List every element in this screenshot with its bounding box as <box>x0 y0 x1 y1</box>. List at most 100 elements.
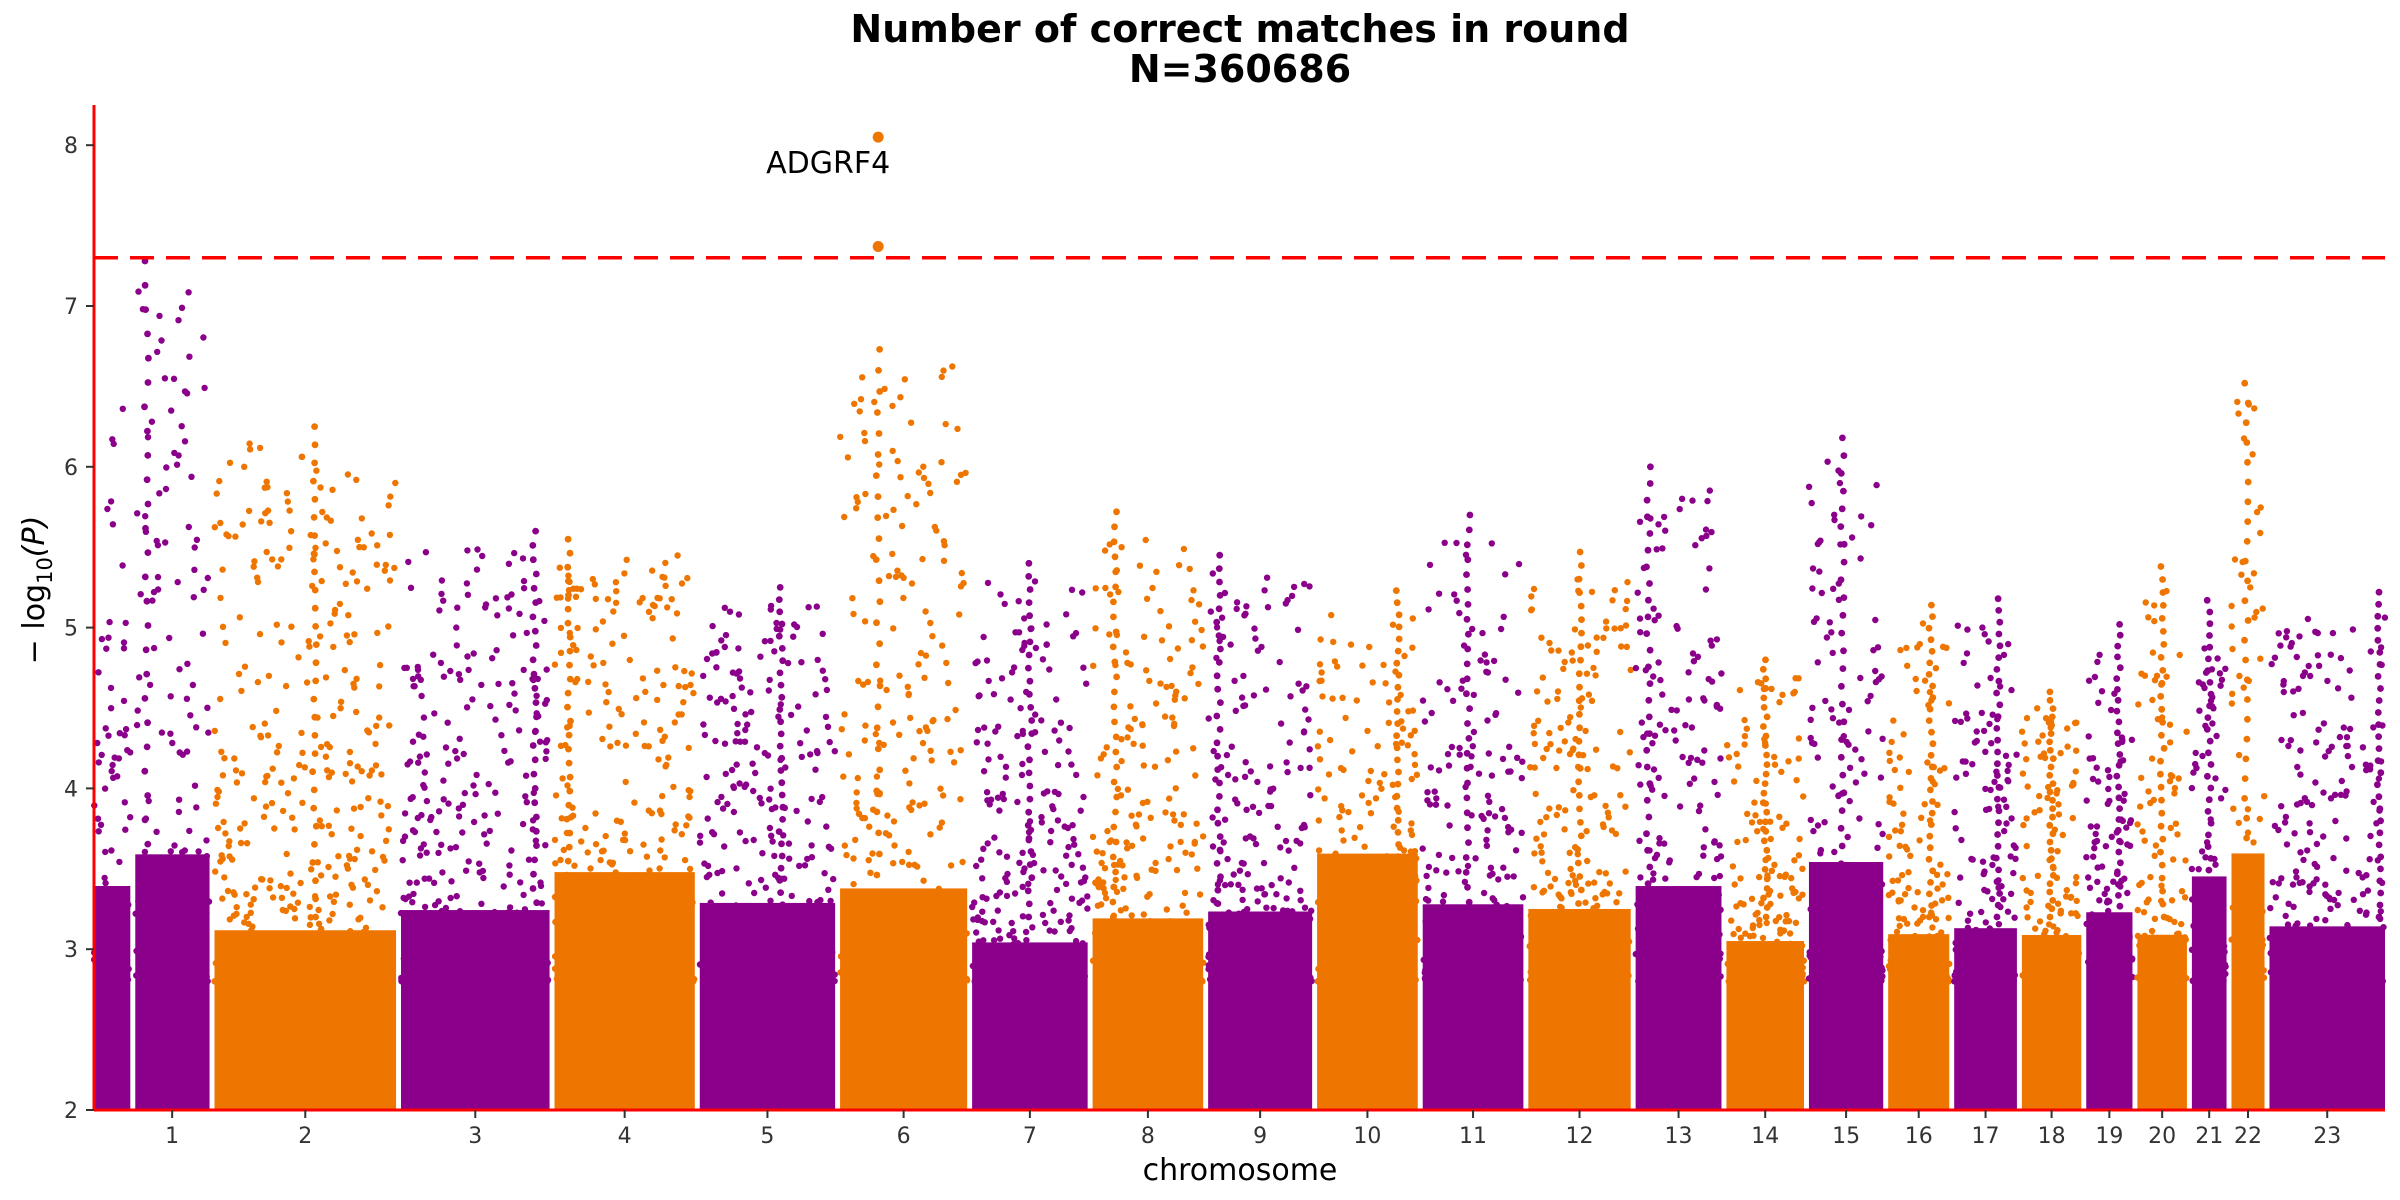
snp-point <box>994 794 1002 801</box>
snp-point <box>1374 743 1381 750</box>
snp-point <box>215 788 222 795</box>
snp-point <box>1124 845 1131 852</box>
snp-point <box>478 900 485 907</box>
snp-point <box>376 683 383 690</box>
snp-point <box>680 699 687 706</box>
snp-point <box>775 828 783 835</box>
snp-point <box>1808 739 1816 746</box>
snp-point <box>1582 929 1589 936</box>
snp-point <box>890 625 897 632</box>
snp-point <box>947 862 955 869</box>
snp-point <box>273 749 281 756</box>
snp-point <box>747 939 754 947</box>
snp-point <box>299 749 306 756</box>
snp-point <box>1463 615 1471 623</box>
snp-point <box>434 962 441 969</box>
snp-point <box>996 849 1003 856</box>
snp-point <box>997 591 1004 598</box>
snp-point <box>994 977 1001 984</box>
snp-point <box>1577 656 1584 664</box>
snp-point <box>1464 586 1471 593</box>
snp-point <box>1327 907 1335 914</box>
snp-point <box>1255 978 1262 985</box>
snp-point <box>1760 704 1768 711</box>
snp-point <box>805 943 812 950</box>
snp-point <box>505 560 513 567</box>
snp-point <box>1788 874 1795 882</box>
snp-point <box>1741 732 1749 740</box>
snp-point <box>1837 576 1845 584</box>
snp-point <box>191 947 198 955</box>
snp-point <box>779 816 786 823</box>
snp-point <box>620 969 627 976</box>
snp-point <box>1728 917 1735 924</box>
snp-point <box>615 888 622 895</box>
snp-point <box>1636 837 1643 844</box>
snp-point <box>798 966 805 973</box>
snp-point <box>1026 756 1033 764</box>
snp-point <box>1860 966 1868 973</box>
snp-point <box>1026 861 1034 868</box>
snp-point <box>2054 848 2061 855</box>
snp-point <box>279 807 287 815</box>
snp-point <box>1106 838 1113 846</box>
snp-point <box>1136 562 1144 569</box>
snp-point <box>1588 697 1596 704</box>
snp-point <box>1239 886 1246 893</box>
snp-point <box>610 608 617 615</box>
snp-point <box>1491 897 1498 904</box>
snp-point <box>1661 792 1668 800</box>
snp-point <box>1345 901 1353 908</box>
snp-point <box>1038 717 1045 724</box>
snp-point <box>439 960 446 968</box>
snp-point <box>298 729 305 737</box>
snp-point <box>1537 843 1544 850</box>
snp-point <box>1558 971 1566 979</box>
snp-point <box>510 947 517 954</box>
snp-point <box>1702 826 1709 833</box>
snp-point <box>531 799 539 807</box>
snp-point <box>161 375 169 382</box>
snp-point <box>1551 875 1559 883</box>
snp-point <box>1995 866 2002 874</box>
snp-point <box>1622 868 1629 875</box>
snp-point <box>972 957 979 964</box>
snp-point <box>940 367 947 374</box>
snp-point <box>1294 626 1302 633</box>
snp-point <box>646 867 653 874</box>
snp-point <box>775 596 783 603</box>
snp-point <box>166 634 173 642</box>
snp-point <box>723 967 730 974</box>
snp-point <box>1929 682 1936 690</box>
snp-point <box>430 879 438 886</box>
snp-point <box>1241 612 1248 619</box>
snp-point <box>1195 601 1203 608</box>
snp-point <box>1925 624 1933 632</box>
snp-point <box>1731 881 1738 888</box>
snp-point <box>1978 908 1985 916</box>
snp-point <box>1741 741 1748 748</box>
snp-point <box>116 858 123 866</box>
snp-point <box>1694 756 1701 763</box>
snp-point <box>1240 940 1247 947</box>
snp-point <box>650 905 657 912</box>
snp-point <box>629 917 636 924</box>
snp-point <box>1492 935 1499 943</box>
snp-point <box>509 632 517 639</box>
snp-point <box>641 968 648 976</box>
snp-point <box>215 948 223 956</box>
snp-point <box>1613 899 1620 906</box>
snp-point <box>351 684 358 691</box>
snp-point <box>465 858 472 865</box>
snp-point <box>459 829 466 836</box>
snp-point <box>1839 771 1847 779</box>
snp-point <box>736 780 743 787</box>
snp-point <box>1964 924 1972 931</box>
snp-point <box>1442 915 1450 922</box>
chromosome-1-points <box>91 405 134 1110</box>
snp-point <box>337 698 345 705</box>
snp-point <box>642 912 649 919</box>
snp-point <box>675 682 682 690</box>
snp-point <box>290 890 297 897</box>
snp-point <box>1557 724 1564 732</box>
